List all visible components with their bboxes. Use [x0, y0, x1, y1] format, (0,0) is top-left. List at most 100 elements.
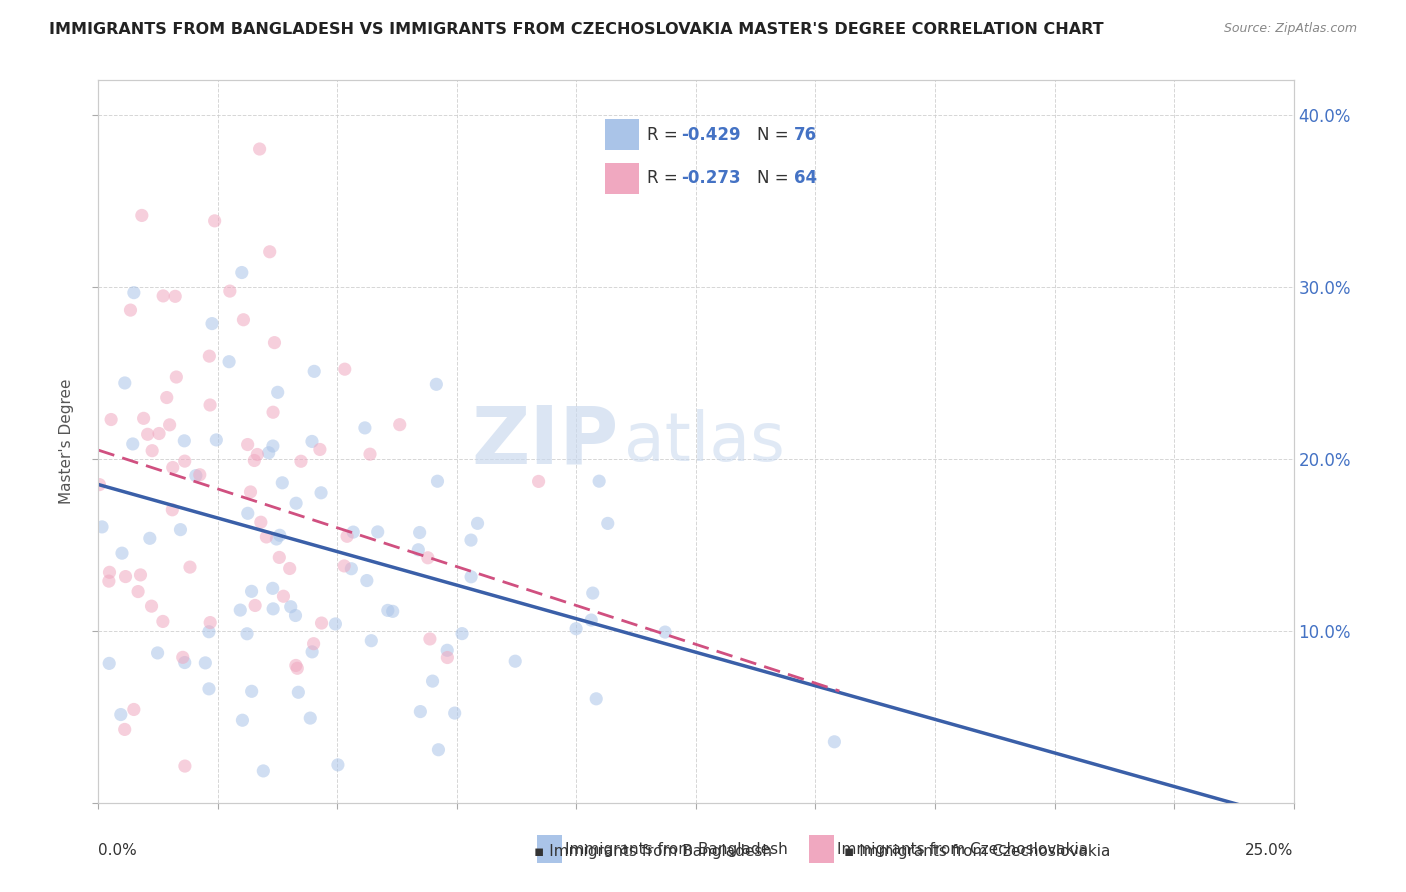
- Point: [173, 454, 195, 468]
- Point: [823, 735, 845, 749]
- Point: [311, 615, 333, 630]
- Point: [436, 650, 458, 665]
- Point: [284, 658, 307, 673]
- Point: [205, 433, 228, 447]
- Point: [596, 516, 619, 531]
- Point: [129, 568, 152, 582]
- Point: [146, 646, 169, 660]
- Point: [114, 569, 136, 583]
- Point: [122, 285, 145, 300]
- Point: [367, 524, 389, 539]
- Point: [299, 711, 322, 725]
- Point: [98, 566, 121, 580]
- Point: [139, 531, 162, 545]
- Point: [114, 376, 136, 390]
- Point: [239, 485, 262, 500]
- Point: [581, 613, 603, 627]
- Point: [654, 625, 676, 640]
- Point: [254, 530, 277, 544]
- Point: [262, 439, 284, 453]
- Text: ▪ Immigrants from Bangladesh: ▪ Immigrants from Bangladesh: [534, 845, 772, 859]
- Point: [162, 460, 184, 475]
- Point: [97, 574, 120, 588]
- Point: [262, 405, 284, 419]
- Point: [201, 317, 224, 331]
- Point: [122, 702, 145, 716]
- Point: [243, 599, 266, 613]
- Point: [388, 417, 411, 432]
- Point: [425, 377, 447, 392]
- Point: [503, 654, 526, 668]
- Point: [427, 743, 450, 757]
- Point: [165, 289, 187, 303]
- Point: [451, 626, 474, 640]
- Point: [204, 214, 226, 228]
- Point: [174, 759, 197, 773]
- Point: [269, 528, 291, 542]
- Point: [360, 633, 382, 648]
- Text: atlas: atlas: [624, 409, 785, 475]
- Point: [236, 627, 259, 641]
- Point: [198, 615, 221, 630]
- Point: [240, 684, 263, 698]
- Point: [259, 244, 281, 259]
- Point: [309, 442, 332, 457]
- Point: [285, 661, 308, 675]
- Point: [152, 615, 174, 629]
- Point: [91, 520, 114, 534]
- Point: [263, 335, 285, 350]
- Point: [184, 468, 207, 483]
- Text: Source: ZipAtlas.com: Source: ZipAtlas.com: [1223, 22, 1357, 36]
- Point: [236, 437, 259, 451]
- Point: [359, 447, 381, 461]
- Point: [110, 707, 132, 722]
- FancyBboxPatch shape: [808, 835, 834, 863]
- Point: [198, 624, 221, 639]
- Point: [231, 266, 253, 280]
- Point: [467, 516, 489, 531]
- Point: [278, 561, 301, 575]
- Point: [582, 586, 605, 600]
- Point: [287, 685, 309, 699]
- Point: [152, 289, 174, 303]
- Point: [302, 637, 325, 651]
- Point: [121, 437, 143, 451]
- Text: Immigrants from Bangladesh: Immigrants from Bangladesh: [565, 842, 787, 856]
- Point: [326, 757, 349, 772]
- Text: Immigrants from Czechoslovakia: Immigrants from Czechoslovakia: [838, 842, 1088, 856]
- Point: [585, 691, 607, 706]
- Point: [333, 362, 356, 376]
- Text: 25.0%: 25.0%: [1246, 843, 1294, 857]
- Text: ▪ Immigrants from Czechoslovakia: ▪ Immigrants from Czechoslovakia: [844, 845, 1109, 859]
- Point: [98, 657, 121, 671]
- Point: [162, 503, 184, 517]
- Point: [280, 599, 302, 614]
- Point: [285, 496, 308, 510]
- Point: [173, 656, 195, 670]
- Point: [333, 558, 356, 573]
- Point: [443, 706, 465, 720]
- Point: [198, 681, 221, 696]
- Point: [169, 523, 191, 537]
- Point: [354, 421, 377, 435]
- Point: [257, 446, 280, 460]
- Point: [165, 370, 187, 384]
- Point: [309, 485, 332, 500]
- Point: [250, 515, 273, 529]
- Point: [156, 391, 179, 405]
- Point: [266, 532, 288, 546]
- Point: [236, 506, 259, 520]
- Point: [198, 398, 221, 412]
- Point: [588, 474, 610, 488]
- Point: [527, 475, 550, 489]
- Point: [173, 434, 195, 448]
- Point: [232, 312, 254, 326]
- Point: [231, 713, 253, 727]
- Point: [159, 417, 181, 432]
- Point: [340, 562, 363, 576]
- Point: [141, 599, 163, 614]
- Point: [218, 284, 240, 298]
- Point: [336, 529, 359, 543]
- Point: [460, 533, 482, 547]
- Point: [302, 364, 325, 378]
